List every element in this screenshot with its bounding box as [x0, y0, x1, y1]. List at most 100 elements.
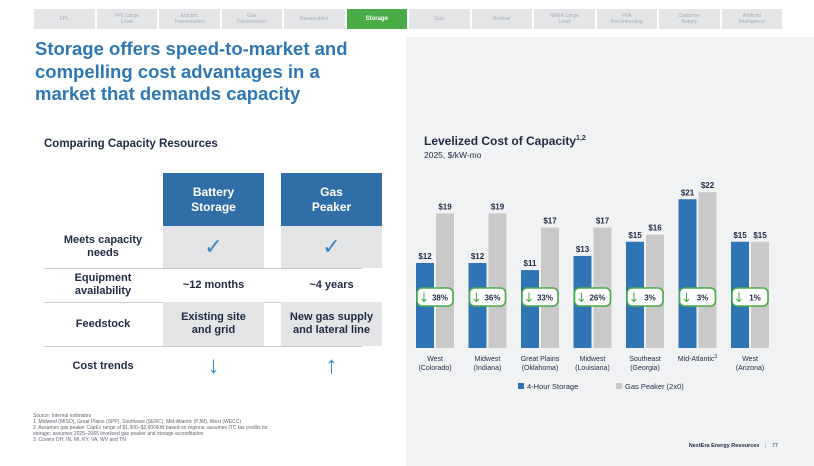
bar-value-label: $21	[681, 188, 695, 197]
nav-tab-electric-transmission[interactable]: Electric Transmission	[159, 9, 220, 29]
category-label: Great Plains	[521, 356, 560, 363]
page-number: 77	[771, 443, 778, 449]
arrow-down-icon: ↓	[471, 291, 482, 306]
footnote-source: Source: Internal estimates	[33, 413, 92, 419]
savings-badge	[626, 287, 664, 307]
levelized-cost-chart: $12$19↓ 38%West(Colorado)$12$19↓ 36%Midwes…	[416, 181, 769, 391]
bar-value-label: $11	[524, 259, 537, 268]
category-label: Southeast	[629, 356, 661, 363]
savings-label: 26%	[589, 294, 605, 303]
nav-tab-nuclear[interactable]: Nuclear	[471, 9, 532, 29]
battery-cost-trend-cell: ↓	[163, 346, 264, 386]
savings-label: 38%	[432, 294, 448, 303]
category-label: (Oklahoma)	[522, 365, 559, 372]
footnote-1: 1. Midwest (MISO), Great Plains (SPP), S…	[33, 419, 242, 425]
savings-badge	[573, 287, 612, 307]
bar-gas-peaker	[436, 213, 454, 348]
row-label-cost-trends: Cost trends	[72, 359, 134, 372]
category-label: Midwest	[580, 356, 606, 363]
footnotes: Source: Internal estimates 1. Midwest (M…	[33, 413, 268, 443]
section-nav: FPL FPL Large Load Electric Transmission Ga…	[34, 9, 782, 29]
savings-label: 3%	[697, 294, 709, 303]
footer-separator: |	[764, 443, 767, 449]
page-title: Storage offers speed-to-market and compe…	[35, 38, 348, 104]
savings-badge	[731, 287, 769, 307]
battery-equipment-cell: ~12 months	[182, 278, 245, 291]
nav-tab-renewables[interactable]: Renewables	[284, 9, 345, 29]
savings-badge	[416, 287, 454, 307]
category-label: (Indiana)	[474, 365, 502, 372]
comparison-heading: Comparing Capacity Resources	[44, 138, 218, 150]
row-label-feedstock: Feedstock	[75, 317, 131, 330]
nav-tab-artificial-intelligence[interactable]: Artificial Intelligence	[721, 9, 782, 29]
chart-title-footnote: 1,2	[576, 135, 586, 142]
bar-gas-peaker	[488, 213, 507, 348]
chart-title: Levelized Cost of Capacity1,2	[424, 134, 586, 148]
row-divider	[44, 268, 362, 269]
column-header-battery: Battery Storage	[163, 173, 264, 226]
bar-value-label: $12	[471, 252, 485, 261]
check-icon: ✓	[322, 234, 341, 259]
arrow-down-icon: ↓	[629, 291, 640, 306]
bar-value-label: $15	[733, 231, 747, 240]
bar-value-label: $17	[596, 217, 610, 226]
nav-tab-storage[interactable]: Storage	[346, 9, 407, 29]
gas-capacity-cell: ✓	[281, 226, 382, 268]
category-label: (Arizona)	[736, 365, 764, 372]
legend-label: 4-Hour Storage	[527, 382, 578, 391]
legend-swatch	[616, 383, 622, 389]
bar-value-label: $19	[491, 202, 505, 211]
gas-equipment-cell: ~4 years	[309, 278, 354, 291]
bar-value-label: $16	[648, 224, 662, 233]
category-label: Mid-Atlantic3	[678, 354, 718, 363]
bar-value-label: $19	[438, 202, 452, 211]
nav-tab-customer-supply[interactable]: Customer Supply	[659, 9, 720, 29]
arrow-up-icon: ↑	[325, 352, 338, 379]
chart-subtitle: 2025, $/kW-mo	[424, 150, 482, 160]
gas-cost-trend-cell: ↑	[281, 346, 382, 386]
category-label: West	[427, 356, 443, 363]
category-label: (Colorado)	[418, 365, 451, 372]
arrow-down-icon: ↓	[576, 291, 587, 306]
arrow-down-icon: ↓	[524, 291, 535, 306]
nav-tab-fpl-large-load[interactable]: FPL Large Load	[96, 9, 157, 29]
savings-label: 3%	[644, 294, 656, 303]
column-header-gas: Gas Peaker	[281, 173, 382, 226]
savings-label: 33%	[537, 294, 553, 303]
arrow-down-icon: ↓	[419, 291, 430, 306]
category-label: (Louisiana)	[575, 365, 610, 372]
footnote-2: 2. Assumes gas peaker CapEx range of $1,…	[33, 425, 268, 437]
savings-label: 36%	[484, 294, 500, 303]
nav-tab-neer-large-load[interactable]: NEER Large Load	[534, 9, 595, 29]
bar-value-label: $22	[701, 181, 715, 190]
nav-tab-gas[interactable]: Gas	[409, 9, 470, 29]
savings-label: 1%	[749, 294, 761, 303]
check-icon: ✓	[204, 234, 223, 259]
category-footnote: 3	[714, 354, 717, 360]
nav-tab-ppa-recontracting[interactable]: PPA Recontracting	[596, 9, 657, 29]
footer-company: NextEra Energy Resources	[688, 443, 760, 449]
bar-value-label: $17	[543, 217, 557, 226]
row-label-capacity: Meets capacity needs	[63, 234, 143, 259]
category-label: Midwest	[475, 356, 501, 363]
category-label: (Georgia)	[630, 365, 660, 372]
arrow-down-icon: ↓	[734, 291, 745, 306]
category-label: West	[742, 356, 758, 363]
battery-feedstock-cell: Existing site and grid	[163, 302, 264, 346]
nav-tab-fpl[interactable]: FPL	[34, 9, 95, 29]
arrow-down-icon: ↓	[207, 352, 220, 379]
battery-capacity-cell: ✓	[163, 226, 264, 268]
row-divider	[44, 346, 362, 347]
footnote-3: 3. Covers OH, IN, MI, KY, VA, WV and TN	[33, 437, 126, 443]
bar-storage	[521, 270, 539, 348]
bar-gas-peaker	[698, 192, 717, 348]
page-footer: NextEra Energy Resources | 77	[689, 443, 778, 449]
nav-tab-gas-transmission[interactable]: Gas Transmission	[221, 9, 282, 29]
bar-value-label: $15	[628, 231, 642, 240]
bar-storage	[678, 199, 697, 348]
gas-feedstock-cell: New gas supply and lateral line	[281, 302, 382, 346]
legend-swatch	[518, 383, 524, 389]
savings-badge	[678, 287, 717, 307]
savings-badge	[468, 287, 507, 307]
row-label-equipment: Equipment availability	[74, 272, 132, 297]
